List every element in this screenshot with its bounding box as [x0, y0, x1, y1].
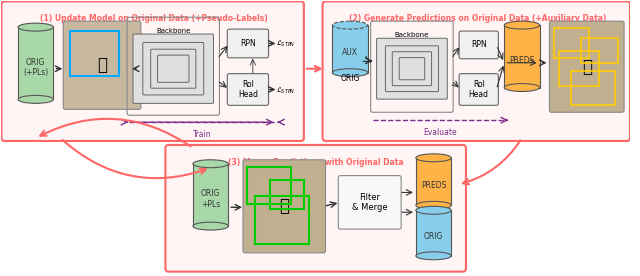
Text: RPN: RPN [471, 41, 486, 49]
Text: Train: Train [193, 130, 212, 139]
Bar [416, 210, 451, 256]
Ellipse shape [416, 206, 451, 214]
FancyBboxPatch shape [376, 38, 447, 99]
FancyBboxPatch shape [143, 43, 204, 95]
Ellipse shape [416, 154, 451, 162]
FancyBboxPatch shape [1, 1, 304, 141]
Ellipse shape [18, 23, 54, 31]
Text: $\mathcal{L}_{STPN}$: $\mathcal{L}_{STPN}$ [276, 85, 296, 95]
Text: (2) Generate Predictions on Original Data (+Auxiliary Data): (2) Generate Predictions on Original Dat… [349, 14, 607, 23]
Text: Evaluate: Evaluate [424, 128, 457, 137]
Bar [269, 180, 304, 209]
Text: PREDS: PREDS [421, 181, 446, 190]
Text: (3) Merge Predictions with Original Data: (3) Merge Predictions with Original Data [228, 158, 403, 167]
Text: (1) Update Model on Original Data (+Pseudo-Labels): (1) Update Model on Original Data (+Pseu… [40, 14, 268, 23]
FancyBboxPatch shape [227, 74, 269, 105]
Bar [18, 27, 54, 99]
Text: ORIG
(+PLs): ORIG (+PLs) [23, 57, 49, 77]
Text: $\mathcal{L}_{STPN}$: $\mathcal{L}_{STPN}$ [276, 39, 296, 49]
Bar [70, 31, 119, 76]
FancyBboxPatch shape [459, 31, 499, 59]
Ellipse shape [332, 21, 368, 29]
FancyBboxPatch shape [399, 58, 425, 80]
Ellipse shape [193, 222, 228, 230]
Ellipse shape [504, 21, 540, 29]
Ellipse shape [18, 95, 54, 103]
Bar [504, 25, 540, 87]
Bar [581, 38, 618, 63]
Bar [571, 71, 615, 105]
Ellipse shape [416, 252, 451, 260]
FancyBboxPatch shape [157, 55, 189, 82]
Text: ORIG: ORIG [424, 232, 444, 242]
Ellipse shape [416, 201, 451, 209]
FancyBboxPatch shape [385, 46, 438, 92]
FancyBboxPatch shape [133, 34, 214, 103]
FancyBboxPatch shape [227, 29, 269, 58]
Bar [255, 197, 309, 244]
Text: AUX: AUX [342, 48, 358, 57]
Text: Backbone: Backbone [156, 28, 191, 34]
Text: RoI
Head: RoI Head [238, 80, 258, 99]
FancyBboxPatch shape [150, 49, 196, 88]
FancyBboxPatch shape [323, 1, 630, 141]
FancyBboxPatch shape [63, 21, 141, 109]
Text: Backbone: Backbone [395, 32, 429, 38]
Text: PREDS: PREDS [509, 56, 534, 65]
Text: 🖼: 🖼 [582, 58, 592, 76]
FancyBboxPatch shape [165, 145, 466, 272]
FancyBboxPatch shape [459, 74, 499, 105]
Text: ORIG: ORIG [340, 74, 360, 83]
FancyBboxPatch shape [550, 21, 624, 112]
Bar [554, 28, 589, 58]
FancyBboxPatch shape [243, 160, 326, 253]
Ellipse shape [504, 84, 540, 91]
Text: RPN: RPN [240, 39, 256, 48]
Text: Filter
& Merge: Filter & Merge [352, 193, 388, 212]
Bar [559, 51, 598, 86]
Text: 🛋: 🛋 [279, 197, 289, 215]
Bar [332, 25, 368, 73]
Text: RoI
Head: RoI Head [468, 80, 489, 99]
Ellipse shape [193, 160, 228, 168]
Ellipse shape [332, 69, 368, 77]
FancyBboxPatch shape [392, 52, 431, 86]
Bar [193, 164, 228, 226]
Text: 🛋: 🛋 [97, 56, 107, 74]
FancyBboxPatch shape [339, 176, 401, 229]
Bar [247, 167, 291, 204]
Bar [416, 158, 451, 205]
Text: ORIG
+PLs: ORIG +PLs [201, 189, 220, 209]
